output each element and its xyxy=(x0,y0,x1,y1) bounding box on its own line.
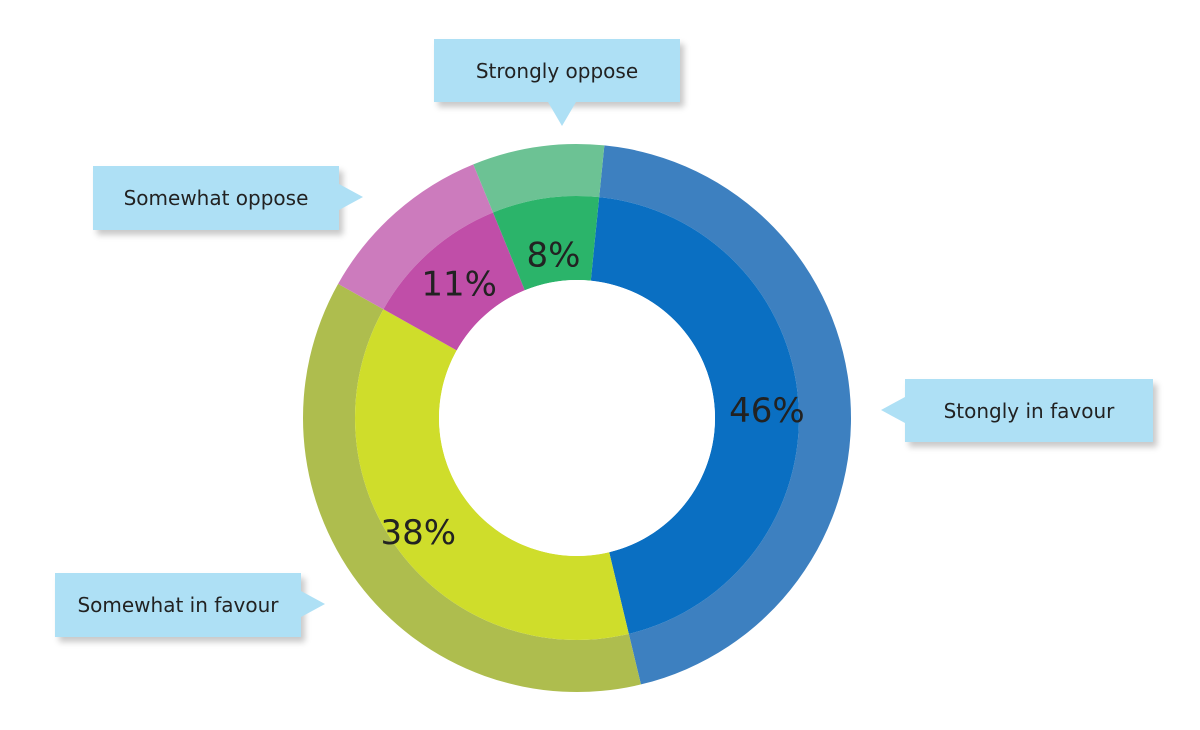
value-label-strongly-oppose: 8% xyxy=(526,236,580,276)
callout-pointer xyxy=(548,102,576,126)
slice-outer-stongly-in-favour xyxy=(599,145,851,685)
legend-label-somewhat-in-favour: Somewhat in favour xyxy=(77,593,279,617)
slice-stongly-in-favour xyxy=(590,197,800,634)
value-label-somewhat-oppose: 11% xyxy=(421,265,497,305)
slice-somewhat-in-favour xyxy=(355,309,629,640)
callout-pointer xyxy=(881,397,905,423)
callout-somewhat-oppose: Somewhat oppose xyxy=(93,166,363,230)
slices-group xyxy=(303,143,851,692)
callout-strongly-oppose: Strongly oppose xyxy=(434,39,680,126)
value-label-somewhat-in-favour: 38% xyxy=(381,513,457,553)
slice-outer-somewhat-oppose xyxy=(338,164,494,310)
value-label-stongly-in-favour: 46% xyxy=(729,391,805,431)
slice-somewhat-oppose xyxy=(383,212,525,351)
legend-label-strongly-oppose: Strongly oppose xyxy=(475,58,639,83)
callout-somewhat-in-favour: Somewhat in favour xyxy=(55,573,325,637)
slice-strongly-oppose xyxy=(493,195,600,291)
slice-outer-somewhat-in-favour xyxy=(303,283,641,692)
slice-outer-strongly-oppose xyxy=(473,143,605,213)
donut-hole xyxy=(439,280,715,556)
callout-strongly-in-favour: Stongly in favour xyxy=(881,379,1153,442)
value-labels-group: 46% 38% 11% 8% xyxy=(381,236,805,553)
legend-label-somewhat-oppose: Somewhat oppose xyxy=(123,186,309,210)
callout-pointer xyxy=(301,591,325,617)
legend-label-strongly-in-favour: Stongly in favour xyxy=(943,398,1115,423)
callout-pointer xyxy=(339,184,363,210)
